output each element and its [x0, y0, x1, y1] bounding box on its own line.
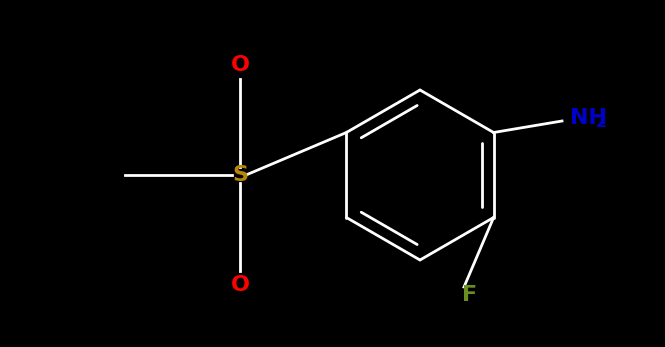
Text: F: F — [462, 285, 477, 305]
Text: O: O — [231, 275, 249, 295]
Text: 2: 2 — [596, 115, 606, 129]
Text: S: S — [232, 165, 248, 185]
Text: NH: NH — [570, 108, 607, 128]
Text: O: O — [231, 55, 249, 75]
